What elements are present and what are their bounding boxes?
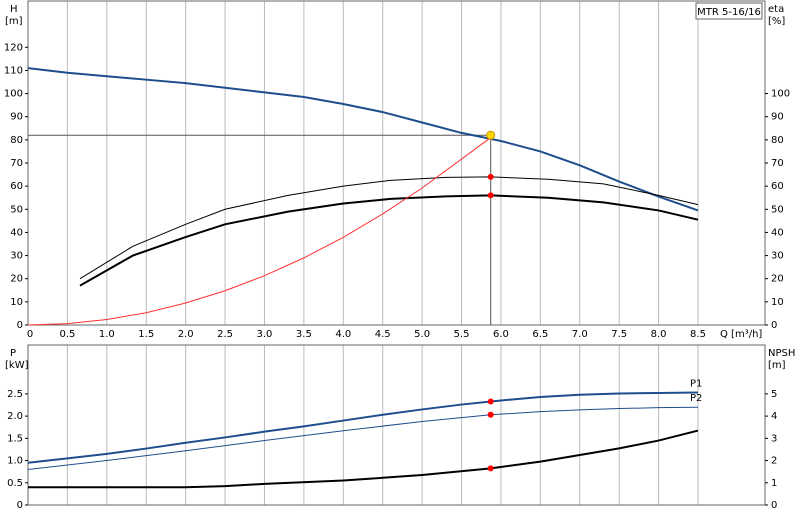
y-tick-label: 70: [10, 158, 23, 169]
curve: [79, 176, 699, 280]
chart-title: MTR 5-16/16: [697, 7, 761, 18]
curve: [27, 406, 699, 470]
plot-frame: [27, 344, 766, 506]
y2-tick-label: 40: [771, 227, 784, 238]
y-tick-label: 40: [10, 227, 23, 238]
x-tick-label: 2.0: [178, 329, 194, 340]
duty-point: [486, 130, 496, 140]
x-tick-label: 3.5: [296, 329, 312, 340]
y2-tick-label: 30: [771, 251, 784, 262]
x-tick-label: 7.5: [611, 329, 627, 340]
curve: [27, 137, 491, 326]
y-tick-label: 0.5: [7, 478, 23, 489]
x-tick-label: 4.5: [375, 329, 391, 340]
y2-tick-label: 20: [771, 274, 784, 285]
y-tick-label: 2.0: [7, 411, 23, 422]
y-axis-label: H: [10, 4, 18, 15]
x-tick-label: 8.5: [690, 329, 706, 340]
y2-axis-unit: [%]: [768, 16, 785, 27]
x-tick-label: 1.5: [138, 329, 154, 340]
y2-tick-label: 90: [771, 112, 784, 123]
x-tick-label: 8.0: [651, 329, 667, 340]
y-tick-label: 50: [10, 204, 23, 215]
y2-tick-label: 50: [771, 204, 784, 215]
y-tick-label: 1.5: [7, 433, 23, 444]
y-tick-label: 120: [4, 42, 23, 53]
y-tick-label: 20: [10, 274, 23, 285]
y2-tick-label: 5: [771, 389, 777, 400]
y-tick-label: 1.0: [7, 456, 23, 467]
title-box: [695, 2, 763, 20]
x-tick-label: 5.5: [454, 329, 470, 340]
y2-tick-label: 10: [771, 297, 784, 308]
marker: [487, 192, 494, 199]
plot-frame: [27, 0, 766, 326]
y2-tick-label: 2: [771, 456, 777, 467]
y2-axis-unit: [m]: [768, 360, 786, 371]
y2-tick-label: 70: [771, 158, 784, 169]
y2-tick-label: 4: [771, 411, 777, 422]
curve: [79, 194, 699, 287]
y-tick-label: 100: [4, 89, 23, 100]
marker: [487, 411, 494, 418]
x-tick-label: 0: [27, 329, 33, 340]
y-axis-label: P: [10, 348, 16, 359]
y2-tick-label: 0: [771, 500, 777, 511]
series-label: P2: [690, 393, 702, 404]
y-tick-label: 60: [10, 181, 23, 192]
y-tick-label: 10: [10, 297, 23, 308]
y-axis-unit: [kW]: [5, 360, 29, 371]
x-axis-label: Q [m³/h]: [720, 329, 762, 340]
marker: [487, 173, 494, 180]
y-tick-label: 2.5: [7, 389, 23, 400]
y2-tick-label: 1: [771, 478, 777, 489]
y-tick-label: 0: [17, 500, 23, 511]
y-tick-label: 0: [17, 320, 23, 331]
curve: [27, 67, 699, 212]
x-tick-label: 7.0: [572, 329, 588, 340]
series-label: P1: [690, 379, 702, 390]
x-tick-label: 3.0: [257, 329, 273, 340]
x-tick-label: 4.0: [335, 329, 351, 340]
y2-tick-label: 0: [771, 320, 777, 331]
marker: [487, 465, 494, 472]
marker: [487, 398, 494, 405]
x-tick-label: 0.5: [59, 329, 75, 340]
x-tick-label: 6.0: [493, 329, 509, 340]
y2-tick-label: 3: [771, 433, 777, 444]
y2-tick-label: 60: [771, 181, 784, 192]
y2-tick-label: 100: [771, 89, 790, 100]
y2-axis-label: eta: [768, 4, 784, 15]
curve: [27, 391, 699, 464]
x-tick-label: 5.0: [414, 329, 430, 340]
y2-tick-label: 80: [771, 135, 784, 146]
x-tick-label: 1.0: [99, 329, 115, 340]
y-tick-label: 30: [10, 251, 23, 262]
curve: [28, 429, 699, 489]
y-axis-unit: [m]: [5, 16, 23, 27]
x-tick-label: 2.5: [217, 329, 233, 340]
y-tick-label: 110: [4, 65, 23, 76]
y-tick-label: 80: [10, 135, 23, 146]
y2-axis-label: NPSH: [768, 348, 795, 359]
y-tick-label: 90: [10, 112, 23, 123]
x-tick-label: 6.5: [532, 329, 548, 340]
